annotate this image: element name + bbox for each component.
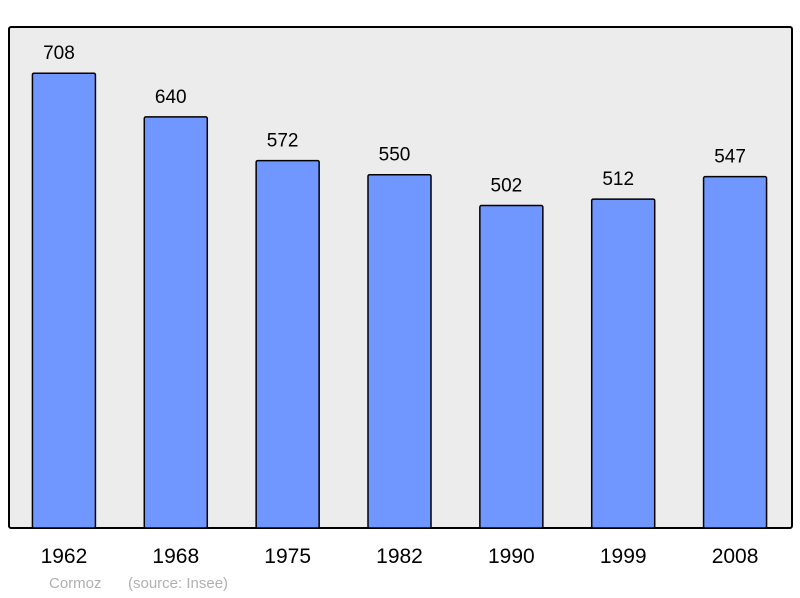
bar-1990 bbox=[479, 204, 544, 529]
bar-1962 bbox=[31, 72, 97, 529]
x-tick-1982: 1982 bbox=[376, 545, 423, 568]
data-label-1990: 502 bbox=[491, 176, 523, 197]
data-label-1975: 572 bbox=[267, 131, 299, 152]
bar-1999 bbox=[590, 198, 656, 529]
data-label-1982: 550 bbox=[379, 145, 411, 166]
bar-2008 bbox=[702, 175, 768, 529]
data-label-2008: 547 bbox=[714, 147, 746, 168]
data-label-1968: 640 bbox=[155, 87, 187, 108]
bar-1982 bbox=[367, 173, 432, 529]
bar-1968 bbox=[143, 116, 209, 529]
data-label-1999: 512 bbox=[602, 169, 634, 190]
x-tick-1975: 1975 bbox=[264, 545, 311, 568]
x-tick-1990: 1990 bbox=[488, 545, 535, 568]
x-tick-1968: 1968 bbox=[152, 545, 199, 568]
x-tick-1999: 1999 bbox=[600, 545, 647, 568]
x-tick-1962: 1962 bbox=[41, 545, 88, 568]
footer-place: Cormoz bbox=[49, 575, 102, 592]
footer-source: (source: Insee) bbox=[128, 575, 229, 592]
bar-1975 bbox=[255, 159, 320, 529]
x-tick-2008: 2008 bbox=[712, 545, 759, 568]
data-label-1962: 708 bbox=[43, 43, 75, 64]
